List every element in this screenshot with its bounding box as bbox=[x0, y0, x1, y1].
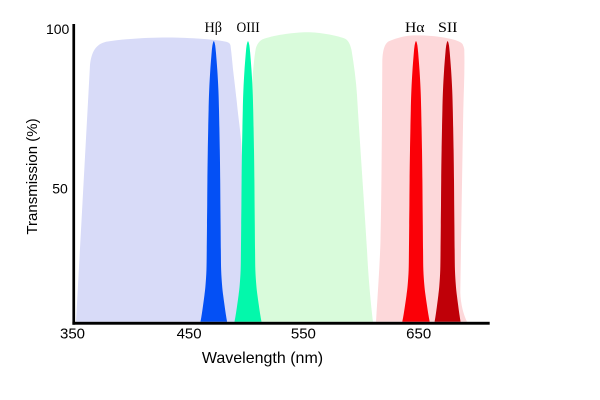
svg-text:Hβ: Hβ bbox=[205, 20, 223, 36]
svg-text:50: 50 bbox=[52, 180, 68, 196]
svg-text:OIII: OIII bbox=[237, 20, 260, 36]
svg-text:SII: SII bbox=[438, 20, 458, 36]
svg-text:350: 350 bbox=[60, 325, 85, 342]
svg-text:Hα: Hα bbox=[405, 20, 425, 36]
svg-text:550: 550 bbox=[291, 325, 316, 342]
svg-text:650: 650 bbox=[406, 325, 431, 342]
svg-text:Transmission (%): Transmission (%) bbox=[24, 118, 41, 234]
svg-text:Wavelength (nm): Wavelength (nm) bbox=[202, 350, 323, 367]
svg-text:100: 100 bbox=[46, 21, 70, 37]
svg-text:450: 450 bbox=[177, 325, 202, 342]
